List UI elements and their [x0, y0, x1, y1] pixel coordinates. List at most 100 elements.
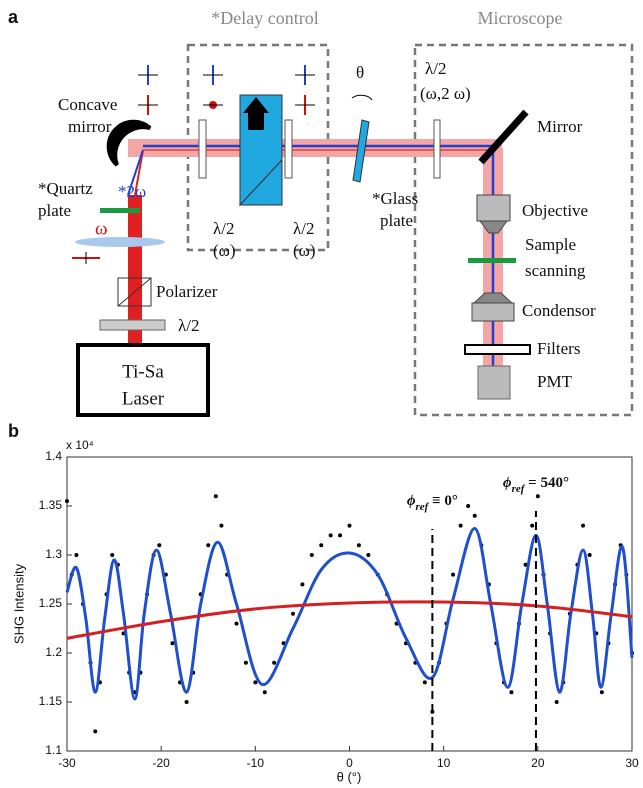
- data-point: [157, 543, 162, 548]
- x-tick-label: -10: [247, 756, 265, 770]
- data-point: [509, 690, 514, 695]
- text: = 540°: [524, 475, 569, 491]
- condensor: [472, 292, 514, 304]
- beam: [128, 139, 502, 157]
- data-point: [338, 533, 343, 538]
- y-tick-label: 1.4: [45, 449, 62, 463]
- y-tick-label: 1.35: [39, 498, 63, 512]
- polarizer: [117, 277, 152, 307]
- text: ≡ 0°: [428, 493, 458, 509]
- reference-label: ϕref = 540°: [503, 475, 569, 494]
- y-tick-label: 1.2: [45, 645, 62, 659]
- data-point: [184, 700, 189, 704]
- label: Objective: [522, 201, 588, 220]
- label: mirror: [68, 117, 112, 136]
- label: λ/2: [293, 219, 314, 238]
- sample: [468, 258, 516, 263]
- label: Ti-Sa: [122, 361, 164, 382]
- beam: [128, 195, 142, 345]
- beam: [127, 149, 144, 196]
- data-point: [535, 494, 540, 499]
- waveplate: [198, 119, 207, 179]
- data-point: [213, 494, 218, 499]
- panel-label: a: [8, 7, 19, 27]
- rotation: [351, 94, 373, 101]
- glass-plate: [352, 119, 370, 183]
- data-point: [458, 523, 463, 528]
- label: λ/2: [425, 59, 446, 78]
- waveplate: [433, 119, 441, 179]
- x-tick-label: 0: [346, 756, 353, 770]
- data-point: [328, 533, 333, 538]
- group-title: Microscope: [478, 8, 563, 28]
- objective: [479, 220, 508, 234]
- data-point: [530, 523, 535, 528]
- label: Sample: [525, 235, 576, 254]
- data-point: [319, 543, 324, 548]
- y-axis-label: SHG Intensity: [11, 563, 26, 644]
- data-point: [347, 523, 352, 528]
- symbol: ϕ: [407, 493, 416, 509]
- waveplate: [284, 119, 293, 179]
- group-box: [413, 43, 634, 417]
- label: scanning: [525, 261, 586, 280]
- panel-label: b: [8, 421, 19, 441]
- x-axis-label: θ (°): [337, 769, 362, 784]
- objective: [476, 194, 511, 222]
- subscript: ref: [416, 501, 430, 513]
- polarizer: [117, 277, 152, 307]
- label: Concave: [58, 95, 117, 114]
- x-tick-label: 20: [531, 756, 545, 770]
- data-point: [587, 553, 592, 557]
- filters: [464, 344, 531, 355]
- arrow: [243, 97, 269, 130]
- data-point: [74, 553, 79, 557]
- subscript: ref: [512, 483, 526, 495]
- label: Mirror: [537, 117, 583, 136]
- data-point: [272, 660, 277, 665]
- data-point: [554, 700, 559, 704]
- y-tick-label: 1.25: [39, 596, 63, 610]
- data-point: [110, 553, 115, 557]
- waveplate: [99, 319, 166, 331]
- fit-line: [66, 600, 633, 640]
- label: Polarizer: [156, 282, 218, 301]
- data-point: [451, 572, 456, 577]
- y-tick-label: 1.1: [45, 743, 62, 757]
- beam: [134, 149, 144, 196]
- data-point: [466, 504, 471, 508]
- data-point: [599, 690, 604, 695]
- fit-line: [65, 527, 634, 701]
- data-point: [65, 499, 69, 504]
- data-point: [300, 582, 305, 587]
- data-point: [262, 690, 267, 695]
- label: λ/2: [178, 316, 199, 335]
- label: Filters: [537, 339, 580, 358]
- data-point: [356, 543, 361, 548]
- reference-label: ϕref ≡ 0°: [407, 493, 458, 512]
- condensor: [471, 302, 515, 322]
- x-tick-label: -20: [152, 756, 170, 770]
- group-title: *Delay control: [211, 8, 318, 28]
- label: plate: [38, 201, 71, 220]
- label: ω: [95, 218, 108, 239]
- data-point: [366, 553, 371, 557]
- label: θ: [356, 63, 364, 82]
- pmt: [477, 365, 511, 400]
- label: (ω): [293, 241, 316, 260]
- data-point: [206, 543, 211, 548]
- label: Laser: [122, 388, 165, 409]
- symbol: ϕ: [503, 475, 512, 491]
- quartz-plate: [100, 208, 140, 213]
- data-point: [291, 611, 295, 616]
- y-tick-label: 1.3: [45, 547, 62, 561]
- label: plate: [380, 211, 413, 230]
- data-point: [581, 523, 586, 528]
- x-tick-label: -30: [58, 756, 76, 770]
- label: (ω): [213, 241, 236, 260]
- label: PMT: [537, 372, 573, 391]
- data-point: [253, 680, 258, 685]
- label: (ω,2 ω): [420, 84, 471, 103]
- data-point: [93, 729, 98, 734]
